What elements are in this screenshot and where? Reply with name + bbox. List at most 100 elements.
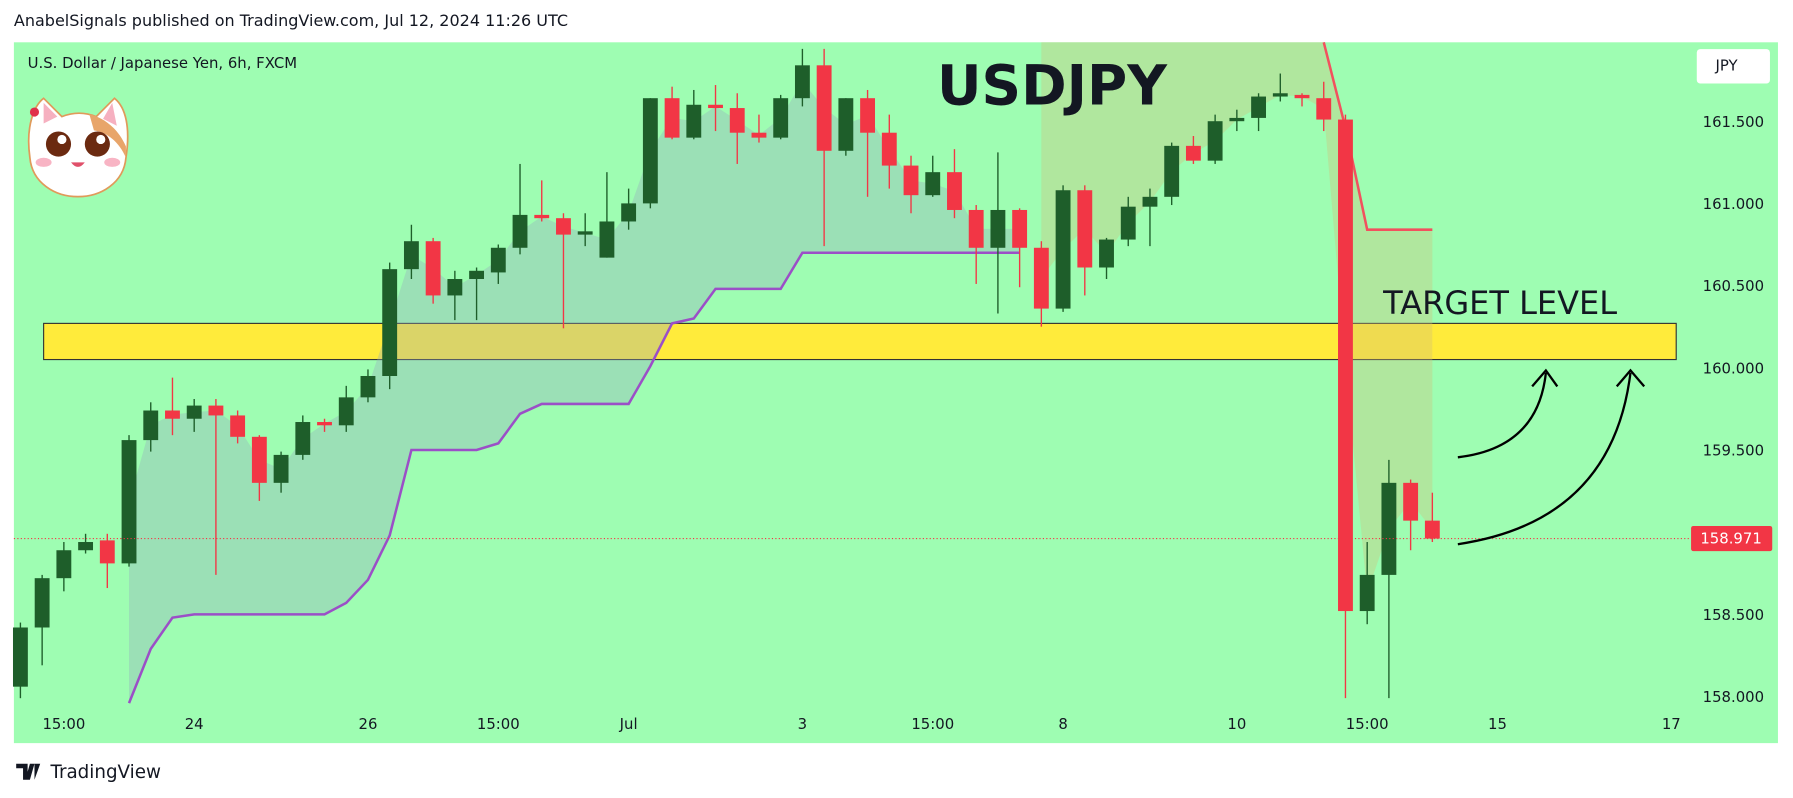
candle-body <box>165 410 180 419</box>
candle-body <box>273 454 289 483</box>
currency-box <box>1696 49 1770 84</box>
chart-title: U.S. Dollar / Japanese Yen, 6h, FXCM <box>28 54 297 72</box>
candle-body <box>1164 145 1180 197</box>
candle-body <box>838 98 854 151</box>
candle-body <box>708 104 723 109</box>
candle-body <box>403 241 419 270</box>
candle-body <box>534 214 550 219</box>
x-tick-label: 24 <box>185 715 204 733</box>
candle-body <box>186 405 202 419</box>
candle-body <box>1338 119 1353 612</box>
candle-body <box>1294 94 1310 99</box>
candle-body <box>230 415 246 437</box>
candle-body <box>490 247 506 273</box>
y-tick-label: 159.500 <box>1703 442 1764 460</box>
plot-area <box>12 41 1692 704</box>
trend-line <box>127 251 1020 704</box>
publish-header: AnabelSignals published on TradingView.c… <box>14 11 568 30</box>
candle-body <box>642 98 658 204</box>
candle-body <box>1033 247 1049 309</box>
candle-body <box>1012 209 1028 248</box>
candle-body <box>990 209 1006 248</box>
x-tick-label: 15:00 <box>477 715 520 733</box>
logo-icon <box>27 97 129 198</box>
x-tick-label: Jul <box>619 715 638 733</box>
y-tick-label: 160.500 <box>1703 277 1764 295</box>
currency-label: JPY <box>1714 56 1738 74</box>
x-tick-label: 15 <box>1488 715 1507 733</box>
footer-logo <box>16 763 41 780</box>
candle-body <box>903 165 919 196</box>
candle-body <box>925 172 941 196</box>
x-tick-label: 17 <box>1662 715 1681 733</box>
candle-body <box>816 65 832 151</box>
x-tick-label: 10 <box>1227 715 1246 733</box>
x-tick-label: 8 <box>1058 715 1067 733</box>
candle-body <box>360 375 376 398</box>
candle-body <box>121 440 137 564</box>
candle-body <box>729 108 745 133</box>
candle-body <box>99 540 115 564</box>
last-price-label: 158.971 <box>1700 530 1761 548</box>
last-price-box <box>1691 525 1773 552</box>
y-tick-label: 158.000 <box>1703 688 1764 706</box>
candle-body <box>1403 482 1419 521</box>
candle-body <box>881 132 897 166</box>
target-zone <box>43 322 1677 361</box>
candle-body <box>1207 121 1223 161</box>
candle-body <box>1229 117 1245 122</box>
candle-body <box>56 550 72 579</box>
x-tick-label: 15:00 <box>42 715 85 733</box>
candle-body <box>947 172 962 210</box>
candle-body <box>1251 96 1267 118</box>
candle-body <box>469 270 485 280</box>
candle-body <box>1381 482 1397 575</box>
trend-fill <box>129 81 1020 704</box>
candle-body <box>143 410 159 441</box>
candle-body <box>338 397 354 426</box>
candle-body <box>251 436 267 483</box>
candle-body <box>208 405 224 416</box>
candle-body <box>1120 206 1136 240</box>
trend-line <box>1322 41 1433 231</box>
candle-body <box>1099 239 1114 268</box>
axes: 158.000158.500159.000159.500160.000160.5… <box>42 113 1773 733</box>
candle-body <box>621 203 637 222</box>
footer-brand: TradingView <box>49 762 161 783</box>
candle-body <box>1272 93 1288 97</box>
candle-body <box>860 98 876 133</box>
candle-body <box>599 221 615 258</box>
candle-body <box>1077 190 1093 268</box>
symbol-annotation: USDJPY <box>937 53 1168 117</box>
target-annotation: TARGET LEVEL <box>1382 284 1617 322</box>
x-tick-label: 26 <box>359 715 378 733</box>
trend-fill <box>1041 42 1433 593</box>
candle-body <box>512 214 528 248</box>
candle-body <box>447 279 463 296</box>
candle-body <box>1142 196 1158 207</box>
candle-body <box>317 422 332 426</box>
arrows <box>1457 368 1646 546</box>
candle-body <box>1185 145 1201 161</box>
candle-body <box>425 241 441 296</box>
candle-body <box>577 231 593 235</box>
candle-body <box>556 218 571 235</box>
candle-body <box>34 578 50 628</box>
candle-body <box>1424 520 1440 539</box>
y-tick-label: 161.500 <box>1703 113 1764 131</box>
candle-body <box>1359 574 1375 612</box>
x-tick-label: 3 <box>798 715 807 733</box>
candle-body <box>751 132 767 138</box>
candle-body <box>664 98 680 138</box>
x-tick-label: 15:00 <box>911 715 954 733</box>
candle-body <box>382 269 398 376</box>
candle-body <box>295 422 311 455</box>
candle-body <box>78 542 94 551</box>
y-tick-label: 161.000 <box>1703 195 1764 213</box>
candle-body <box>686 104 702 138</box>
candle-body <box>968 209 984 248</box>
candle-body <box>1055 190 1071 309</box>
x-tick-label: 15:00 <box>1346 715 1389 733</box>
candle-body <box>773 98 789 138</box>
